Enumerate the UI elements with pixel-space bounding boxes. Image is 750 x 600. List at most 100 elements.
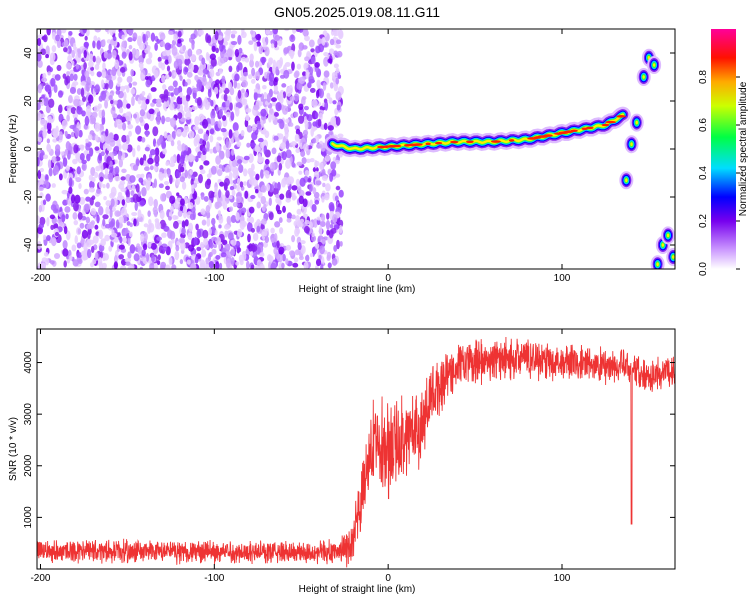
snr-x-tick-label: 0 <box>385 573 391 584</box>
noise-blob <box>86 223 92 230</box>
noise-blob <box>63 46 68 53</box>
isolated-peak <box>630 142 633 146</box>
noise-blob <box>200 208 206 215</box>
noise-blob <box>143 231 148 242</box>
noise-blob <box>185 94 191 102</box>
noise-blob <box>112 49 117 59</box>
noise-blob <box>80 87 85 98</box>
noise-blob <box>312 187 317 195</box>
noise-blob <box>318 112 323 121</box>
noise-blob <box>180 155 185 165</box>
noise-blob <box>335 185 341 191</box>
noise-blob <box>86 105 92 115</box>
noise-blob <box>210 165 217 175</box>
noise-blob <box>140 72 144 80</box>
snr-y-axis-label: SNR (10 * v/v) <box>8 417 19 481</box>
noise-blob <box>200 169 206 175</box>
noise-blob <box>166 134 173 142</box>
noise-blob <box>82 96 87 102</box>
noise-blob <box>237 228 243 238</box>
noise-blob <box>66 150 71 160</box>
noise-blob <box>203 160 210 166</box>
noise-blob <box>248 206 255 214</box>
noise-blob <box>92 40 96 49</box>
noise-blob <box>182 150 188 156</box>
noise-blob <box>320 213 326 222</box>
noise-blob <box>61 214 66 223</box>
noise-blob <box>145 58 153 65</box>
noise-blob <box>74 127 80 138</box>
noise-blob <box>155 102 162 108</box>
noise-blob <box>136 243 141 249</box>
noise-blob <box>67 54 73 63</box>
noise-blob <box>271 101 277 107</box>
noise-blob <box>201 76 207 87</box>
noise-blob <box>326 212 330 220</box>
isolated-peak <box>652 63 656 67</box>
noise-blob <box>330 161 337 170</box>
noise-blob <box>219 181 225 187</box>
noise-blob <box>173 71 177 77</box>
noise-blob <box>336 50 343 58</box>
noise-blob <box>229 87 235 96</box>
noise-blob <box>188 130 195 139</box>
noise-blob <box>169 211 173 217</box>
noise-blob <box>173 33 178 42</box>
noise-blob <box>121 143 129 151</box>
noise-blob <box>84 115 90 126</box>
noise-blob <box>42 34 48 43</box>
noise-blob <box>230 40 238 46</box>
noise-blob <box>142 243 148 251</box>
noise-blob <box>242 98 248 105</box>
noise-blob <box>134 201 138 211</box>
noise-blob <box>164 42 172 51</box>
noise-blob <box>232 201 238 208</box>
noise-blob <box>125 111 131 122</box>
noise-blob <box>265 29 271 35</box>
noise-blob <box>45 193 51 202</box>
noise-blob <box>269 162 276 172</box>
noise-blob <box>165 185 170 191</box>
noise-blob <box>239 76 246 82</box>
noise-blob <box>187 202 194 210</box>
noise-blob <box>275 66 279 75</box>
noise-blob <box>279 119 285 130</box>
noise-blob <box>128 51 133 61</box>
noise-blob <box>114 175 121 182</box>
signal-peak <box>450 140 459 144</box>
noise-blob <box>136 144 141 152</box>
noise-blob <box>291 234 296 243</box>
noise-blob <box>242 181 248 186</box>
noise-blob <box>186 71 193 78</box>
noise-blob <box>152 126 159 137</box>
noise-blob <box>235 195 242 204</box>
noise-blob <box>311 203 317 213</box>
noise-blob <box>201 219 207 226</box>
noise-blob <box>65 213 69 220</box>
noise-blob <box>96 214 100 224</box>
noise-blob <box>335 77 340 85</box>
noise-blob <box>72 81 79 86</box>
noise-blob <box>295 178 301 186</box>
noise-blob <box>141 96 147 102</box>
noise-blob <box>173 60 179 69</box>
noise-blob <box>337 133 344 138</box>
noise-blob <box>237 89 242 100</box>
noise-blob <box>239 181 244 188</box>
noise-blob <box>114 165 120 175</box>
noise-blob <box>260 169 264 179</box>
noise-blob <box>182 205 188 215</box>
noise-blob <box>318 88 325 99</box>
noise-blob <box>206 101 211 108</box>
noise-blob <box>161 115 166 125</box>
noise-blob <box>296 220 302 228</box>
noise-blob <box>270 97 278 102</box>
noise-blob <box>137 209 142 219</box>
noise-blob <box>197 128 204 135</box>
noise-blob <box>102 254 106 262</box>
snr-x-axis-label: Height of straight line (km) <box>299 584 416 595</box>
signal-peak <box>425 142 431 146</box>
noise-blob <box>70 131 75 138</box>
noise-blob <box>329 224 334 229</box>
